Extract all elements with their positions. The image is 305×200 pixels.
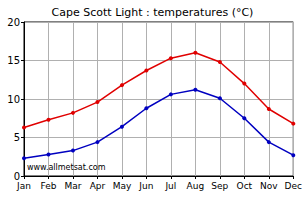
svg-text:Dec: Dec [285,181,302,191]
svg-text:5: 5 [14,132,20,143]
svg-text:May: May [113,181,132,191]
svg-text:Apr: Apr [90,181,106,191]
svg-text:0: 0 [13,170,20,182]
svg-text:www.allmetsat.com: www.allmetsat.com [27,163,106,172]
svg-text:Nov: Nov [260,181,278,191]
svg-text:10: 10 [7,94,20,105]
svg-text:20: 20 [7,17,20,28]
svg-text:Jun: Jun [138,181,153,191]
svg-text:Jul: Jul [164,181,176,191]
svg-text:Jan: Jan [16,181,31,191]
svg-text:Feb: Feb [41,181,57,191]
svg-text:Aug: Aug [187,181,205,191]
svg-text:15: 15 [7,55,20,66]
svg-text:Cape Scott Light : temperature: Cape Scott Light : temperatures (°C) [52,6,254,19]
svg-text:Sep: Sep [211,181,228,191]
svg-text:Oct: Oct [237,181,253,191]
svg-text:Mar: Mar [64,181,81,191]
